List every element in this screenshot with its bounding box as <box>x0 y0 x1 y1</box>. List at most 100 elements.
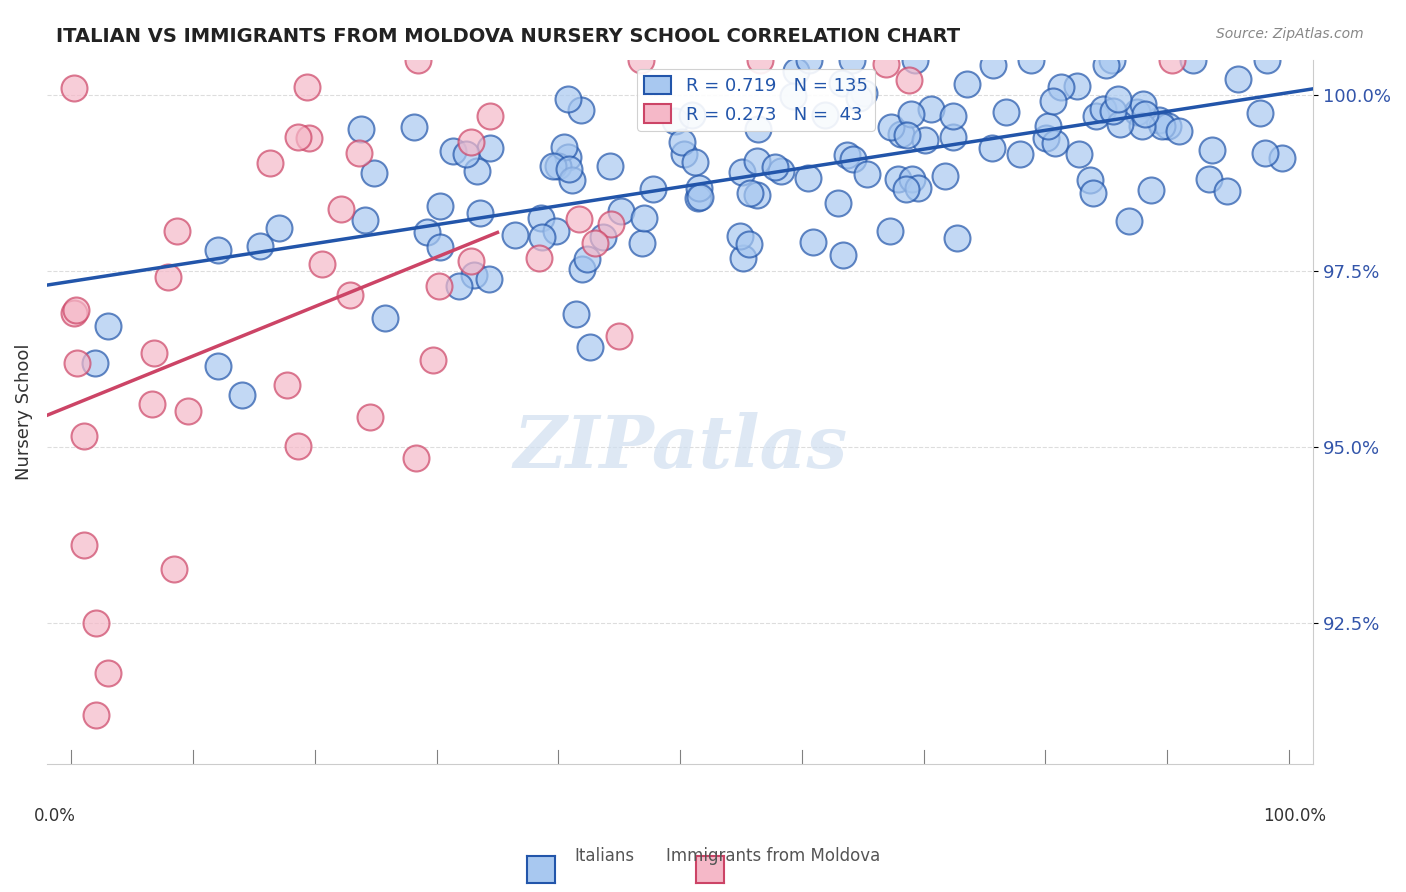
Point <box>946 230 969 244</box>
Point <box>73 429 96 443</box>
Point <box>416 225 439 239</box>
Point <box>1019 53 1042 67</box>
Point <box>920 102 942 116</box>
Point <box>894 182 917 196</box>
Point <box>287 439 309 453</box>
Point <box>688 180 710 194</box>
Point <box>673 147 696 161</box>
Point <box>463 268 485 283</box>
Point <box>633 211 655 225</box>
Point <box>422 352 444 367</box>
Point <box>956 77 979 91</box>
Point <box>1140 183 1163 197</box>
Point <box>1132 97 1154 112</box>
Point <box>558 161 581 176</box>
Point <box>557 92 579 106</box>
Point <box>73 538 96 552</box>
Point <box>831 76 853 90</box>
Point <box>429 240 451 254</box>
Point <box>166 224 188 238</box>
Point <box>543 159 565 173</box>
Point <box>686 192 709 206</box>
Text: 0.0%: 0.0% <box>34 806 76 824</box>
Point <box>835 148 858 162</box>
Point <box>592 230 614 244</box>
Point <box>1161 53 1184 67</box>
Point <box>295 80 318 95</box>
Point <box>565 308 588 322</box>
Point <box>1107 92 1129 106</box>
Point <box>329 202 352 216</box>
Point <box>157 269 180 284</box>
Point <box>339 287 361 301</box>
Point <box>689 189 711 203</box>
Point <box>405 450 427 465</box>
Point <box>1149 113 1171 128</box>
Point <box>901 172 924 186</box>
Point <box>785 64 807 78</box>
Point <box>276 377 298 392</box>
Point <box>1084 109 1107 123</box>
Point <box>980 140 1002 154</box>
Point <box>1081 186 1104 201</box>
Point <box>63 306 86 320</box>
Point <box>546 224 568 238</box>
Point <box>782 88 804 103</box>
Point <box>610 204 633 219</box>
Point <box>267 221 290 235</box>
Text: ZIPatlas: ZIPatlas <box>513 412 848 483</box>
Point <box>1094 58 1116 72</box>
Point <box>478 271 501 285</box>
Point <box>856 168 879 182</box>
Point <box>600 217 623 231</box>
Point <box>569 103 592 118</box>
Point <box>887 172 910 186</box>
Point <box>530 230 553 244</box>
Point <box>1043 136 1066 151</box>
Point <box>607 328 630 343</box>
Point <box>298 130 321 145</box>
Point <box>1226 72 1249 87</box>
Point <box>852 87 875 101</box>
Point <box>1135 107 1157 121</box>
Point <box>1080 173 1102 187</box>
Point <box>728 228 751 243</box>
Point <box>664 114 686 128</box>
Point <box>770 163 793 178</box>
Point <box>745 188 768 202</box>
Point <box>1152 119 1174 133</box>
Point <box>671 135 693 149</box>
Point <box>1066 78 1088 93</box>
Point <box>897 73 920 87</box>
Point <box>879 224 901 238</box>
Point <box>827 196 849 211</box>
Point <box>1049 79 1071 94</box>
Point <box>561 173 583 187</box>
Legend: R = 0.719   N = 135, R = 0.273   N =  43: R = 0.719 N = 135, R = 0.273 N = 43 <box>637 69 875 131</box>
Point <box>941 109 963 123</box>
Text: 100.0%: 100.0% <box>1263 806 1326 824</box>
Point <box>748 53 770 67</box>
Point <box>681 108 703 122</box>
Point <box>740 186 762 200</box>
Point <box>1254 145 1277 160</box>
Point <box>63 80 86 95</box>
Point <box>995 105 1018 120</box>
Point <box>799 53 821 67</box>
Point <box>1130 119 1153 133</box>
Point <box>579 340 602 354</box>
Point <box>97 318 120 333</box>
Point <box>575 252 598 267</box>
Point <box>347 146 370 161</box>
Point <box>530 211 553 225</box>
Point <box>1010 146 1032 161</box>
Point <box>505 228 527 243</box>
Point <box>65 302 87 317</box>
Point <box>747 122 769 136</box>
Text: Source: ZipAtlas.com: Source: ZipAtlas.com <box>1216 27 1364 41</box>
Text: ITALIAN VS IMMIGRANTS FROM MOLDOVA NURSERY SCHOOL CORRELATION CHART: ITALIAN VS IMMIGRANTS FROM MOLDOVA NURSE… <box>56 27 960 45</box>
Point <box>456 146 478 161</box>
Point <box>747 154 769 169</box>
Point <box>427 279 450 293</box>
Point <box>1036 119 1059 133</box>
